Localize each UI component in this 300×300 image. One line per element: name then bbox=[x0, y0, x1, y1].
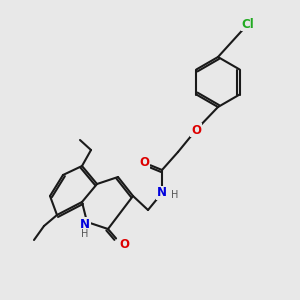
Text: H: H bbox=[81, 229, 89, 239]
Text: N: N bbox=[157, 187, 167, 200]
Text: O: O bbox=[119, 238, 129, 251]
Text: O: O bbox=[191, 124, 201, 136]
Text: N: N bbox=[80, 218, 90, 230]
Text: Cl: Cl bbox=[242, 17, 254, 31]
Text: H: H bbox=[171, 190, 179, 200]
Text: O: O bbox=[139, 155, 149, 169]
